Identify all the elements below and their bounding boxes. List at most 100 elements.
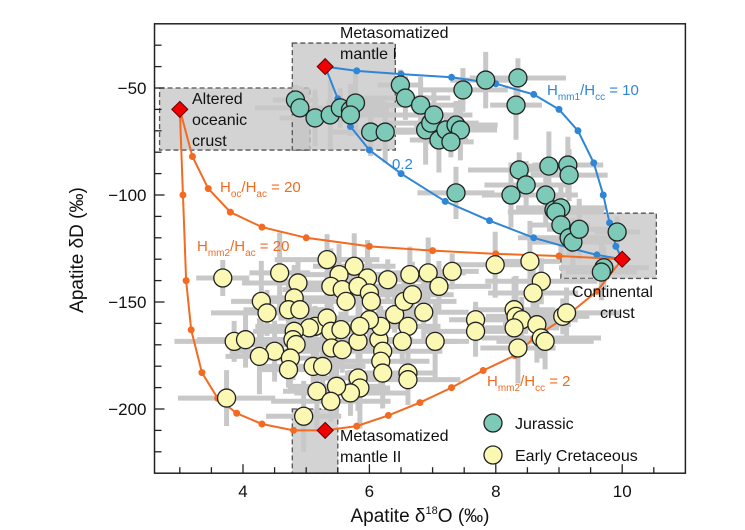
cretaceous-point [373, 363, 393, 383]
cretaceous-point [485, 255, 505, 275]
axes: 4 6 8 10 −50 −100 −150 −200 [108, 23, 687, 501]
jurassic-point [607, 222, 627, 242]
cretaceous-point [418, 263, 438, 283]
legend-label: Jurassic [515, 416, 574, 433]
mixing-curve-dot [555, 252, 563, 260]
cretaceous-point [465, 321, 486, 341]
mixing-curve-dot [179, 191, 187, 199]
endmember-label: mantle II [340, 449, 401, 466]
mixing-curve-dot [590, 159, 598, 167]
annotations: Altered oceanic crust Metasomatized mantle I… [192, 25, 653, 466]
legend-marker [483, 413, 503, 433]
jurassic-point [453, 80, 473, 100]
mixing-curve-dot [384, 411, 392, 419]
cretaceous-point [556, 303, 577, 323]
y-tick-label: −100 [108, 186, 146, 205]
mixing-curve-dot [593, 251, 601, 259]
y-tick-label: −200 [108, 400, 146, 419]
jurassic-point [506, 95, 526, 115]
cretaceous-point [294, 406, 314, 426]
cretaceous-point [331, 319, 351, 340]
mixing-curve-dot [530, 90, 538, 98]
cretaceous-point [278, 359, 299, 380]
mixing-curve-dot [290, 426, 298, 434]
mixing-curve-dot [204, 185, 212, 193]
cretaceous-point [317, 249, 337, 270]
mixing-curve-dot [353, 422, 361, 430]
cretaceous-point [332, 340, 352, 360]
mixing-curve-dot [233, 409, 241, 417]
jurassic-point [441, 132, 461, 152]
mixing-curve-dot [258, 223, 266, 231]
legend-label: Early Cretaceous [515, 448, 638, 465]
cretaceous-point [402, 285, 423, 305]
jurassic-point [516, 175, 536, 195]
cretaceous-point [350, 316, 370, 337]
mixing-curve-dot [448, 384, 456, 392]
cretaceous-point [257, 303, 277, 323]
jurassic-point [476, 70, 496, 90]
cretaceous-point [249, 346, 270, 367]
endmember-label: Altered [192, 91, 243, 108]
mixing-curve-dot [182, 277, 190, 285]
mixing-curve-dot [416, 399, 424, 407]
cretaceous-point [400, 264, 420, 285]
cretaceous-point [442, 261, 462, 282]
endmember-label: Continental [572, 284, 653, 301]
jurassic-point [340, 105, 361, 125]
mixing-curve-dot [593, 287, 601, 295]
x-axis-title: Apatite δ18O (‰) [351, 505, 490, 527]
endmember-label: Metasomatized [340, 428, 449, 445]
mixing-curve-dot [555, 105, 563, 113]
cretaceous-point [378, 270, 398, 290]
cretaceous-point [290, 300, 310, 320]
cretaceous-point [361, 291, 381, 312]
mixing-curve-label: Hmm2/Hac = 20 [197, 238, 289, 259]
endmember-label: mantle I [340, 46, 397, 63]
jurassic-point [446, 183, 466, 203]
cretaceous-point [398, 370, 418, 390]
jurassic-point [559, 165, 579, 185]
x-tick-label: 10 [613, 482, 632, 501]
mixing-curve-dot [448, 73, 456, 81]
endmember-label: crust [192, 133, 227, 150]
cretaceous-point [414, 302, 434, 322]
cretaceous-point [385, 304, 405, 325]
mixing-curve-dot [479, 366, 487, 374]
mixing-curve-line [178, 109, 326, 432]
y-tick-label: −150 [108, 293, 146, 312]
cretaceous-point [523, 283, 543, 303]
cretaceous-point [535, 331, 555, 352]
mixing-curve-dot [599, 191, 607, 199]
cretaceous-point [270, 263, 290, 283]
cretaceous-point [508, 338, 528, 358]
endmember-diamond [171, 100, 189, 119]
y-tick-label: −50 [118, 79, 147, 98]
cretaceous-point [321, 391, 341, 411]
cretaceous-point [504, 318, 524, 338]
mixing-curve-dot [258, 420, 266, 428]
mixing-curve-dot [187, 326, 195, 334]
jurassic-point [591, 262, 611, 282]
mixing-curve-dot [226, 208, 234, 216]
data-points [213, 68, 627, 426]
cretaceous-point [216, 388, 237, 408]
mixing-curve-dot [441, 197, 449, 205]
jurassic-point [539, 156, 559, 176]
mixing-curve-dot [429, 247, 437, 255]
cretaceous-point [307, 381, 327, 401]
endmember-label: crust [600, 305, 635, 322]
cretaceous-point [336, 291, 356, 312]
x-tick-label: 6 [365, 482, 374, 501]
mixing-curve-dot [397, 170, 405, 178]
endmember-diamond [316, 57, 334, 76]
plot-frame [153, 23, 687, 474]
x-tick-label: 8 [491, 482, 500, 501]
mixing-curve-label: Hmm1/Hcc = 10 [547, 82, 639, 103]
cretaceous-point [213, 268, 233, 288]
jurassic-point [290, 98, 310, 118]
mixing-curve-dot [574, 127, 582, 135]
mixing-curve-dot [612, 242, 620, 250]
mixing-curve-dot [198, 369, 206, 377]
